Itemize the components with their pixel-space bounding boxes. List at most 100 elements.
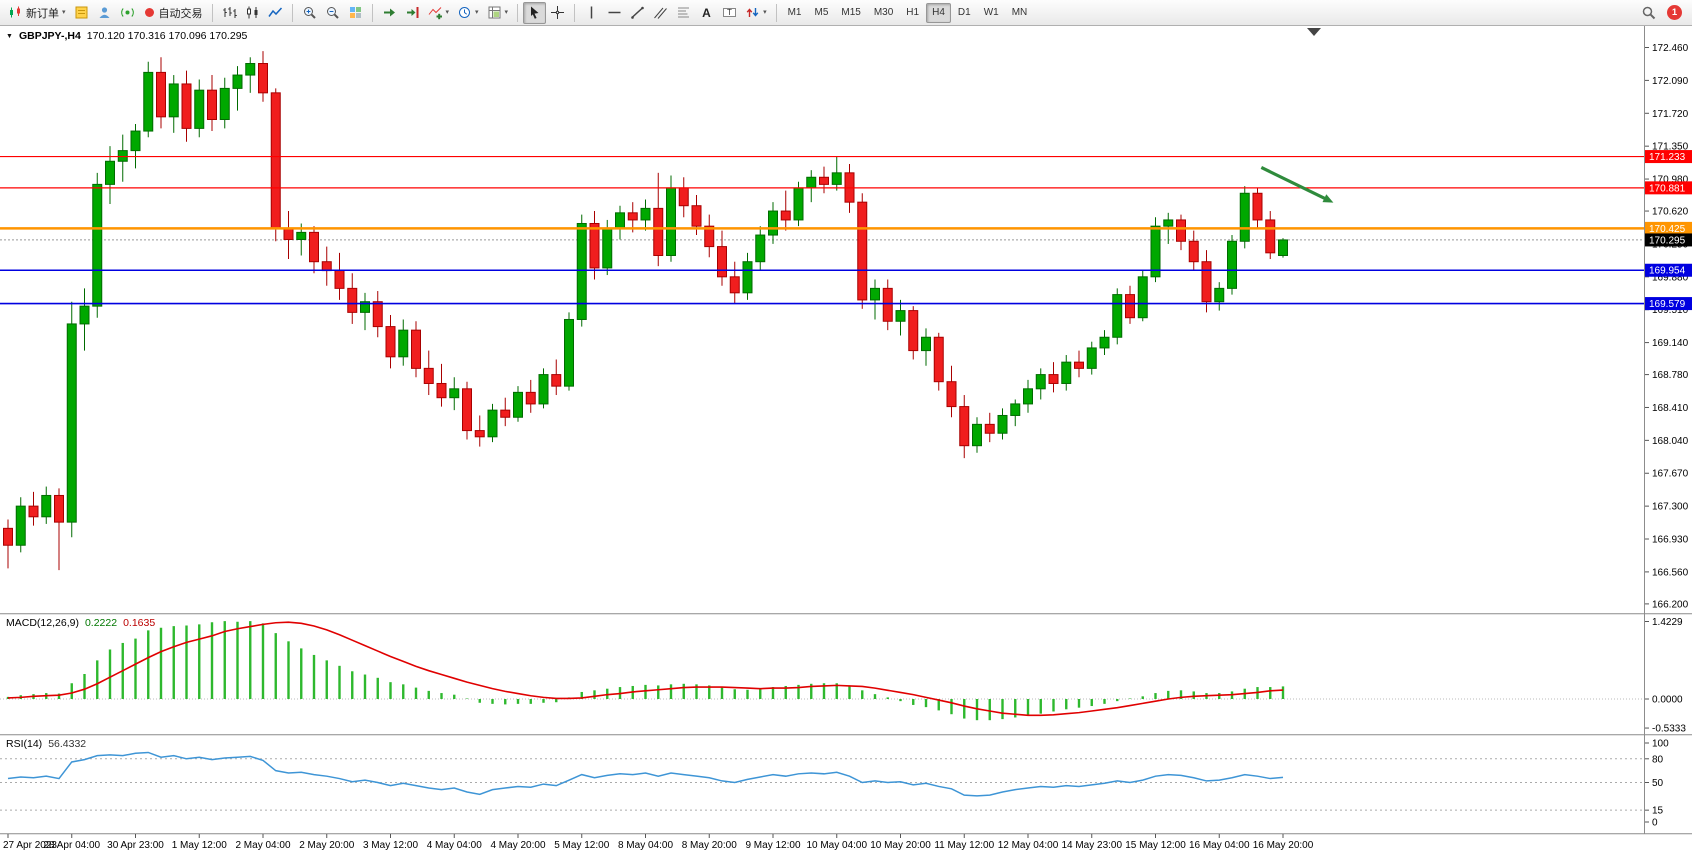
trend-arrow-object[interactable] — [1260, 166, 1330, 202]
timeframe-button-d1[interactable]: D1 — [952, 3, 977, 23]
candle — [946, 381, 957, 408]
timeframe-button-m1[interactable]: M1 — [782, 3, 808, 23]
price-axis-label: 171.720 — [1652, 109, 1689, 120]
chart-shift-marker-icon[interactable] — [1307, 28, 1321, 36]
auto-scroll-button[interactable] — [378, 2, 401, 24]
editor-button[interactable] — [70, 2, 93, 24]
candlestick-chart-button[interactable] — [241, 2, 264, 24]
timeframe-button-m15[interactable]: M15 — [835, 3, 866, 23]
candle — [984, 423, 995, 434]
macd-indicator-label: MACD(12,26,9) 0.2222 0.1635 — [6, 617, 155, 629]
rsi-line — [7, 751, 1284, 797]
timeframe-button-h4[interactable]: H4 — [926, 2, 951, 23]
autotrading-label: 自动交易 — [158, 7, 203, 20]
zoom-out-icon — [326, 7, 339, 19]
profile-icon — [99, 7, 110, 18]
price-axis-label: 169.510 — [1652, 305, 1689, 316]
symbol-period-label: GBPJPY-,H4 — [18, 30, 81, 42]
toolbar-separator — [211, 3, 213, 22]
macd-axis-label: 1.4229 — [1652, 617, 1683, 628]
svg-text:T: T — [727, 8, 732, 17]
dropdown-caret-icon: ▾ — [504, 9, 509, 16]
timeframe-button-h1[interactable]: H1 — [900, 3, 925, 23]
candle — [219, 87, 230, 121]
candle — [831, 172, 842, 185]
vertical-line-icon — [590, 6, 593, 19]
zoom-in-icon — [303, 7, 316, 19]
notification-count: 1 — [1671, 7, 1678, 18]
text-icon: A — [702, 6, 711, 20]
timeframe-button-w1[interactable]: W1 — [978, 3, 1005, 23]
price-axis-label: 166.930 — [1652, 535, 1689, 546]
price-axis-label: 171.350 — [1652, 142, 1689, 153]
candle — [602, 228, 613, 269]
autotrading-button[interactable]: 自动交易 — [139, 2, 207, 24]
time-axis-label: 5 May 12:00 — [554, 840, 609, 851]
cursor-tool-button[interactable] — [523, 1, 547, 24]
bar-chart-button[interactable] — [218, 2, 241, 24]
text-tool-button[interactable]: A — [695, 2, 718, 24]
timeframe-button-m30[interactable]: M30 — [868, 3, 899, 23]
candle — [1099, 336, 1110, 349]
price-label-text: 171.233 — [1649, 152, 1686, 163]
profile-button[interactable] — [93, 2, 116, 24]
tile-windows-button[interactable] — [344, 2, 367, 24]
svg-text:A: A — [702, 6, 711, 20]
line-chart-button[interactable] — [264, 2, 287, 24]
timeframe-button-mn[interactable]: MN — [1006, 3, 1034, 23]
timeframe-button-m5[interactable]: M5 — [808, 3, 834, 23]
zoom-in-button[interactable] — [298, 2, 321, 24]
candle — [1086, 347, 1097, 369]
time-axis-label: 10 May 04:00 — [806, 840, 867, 851]
candle — [449, 388, 460, 399]
price-label-box — [1645, 233, 1692, 247]
rsi-axis-label: 50 — [1652, 778, 1664, 789]
templates-icon — [488, 6, 501, 19]
time-axis-label: 16 May 20:00 — [1253, 840, 1314, 851]
candle — [1112, 294, 1123, 338]
candle — [436, 382, 447, 399]
trendline-tool-button[interactable] — [626, 2, 649, 24]
candlestick-chart-icon — [246, 6, 258, 19]
auto-scroll-icon — [383, 8, 395, 17]
time-axis-label: 3 May 12:00 — [363, 840, 418, 851]
candle — [28, 505, 39, 518]
crosshair-tool-button[interactable] — [546, 2, 569, 24]
candle — [640, 207, 651, 221]
candle — [156, 71, 166, 118]
channel-tool-button[interactable] — [649, 2, 672, 24]
candle — [819, 176, 829, 185]
fibonacci-tool-button[interactable] — [672, 2, 695, 24]
candle — [780, 210, 791, 221]
arrows-tool-button[interactable]: ▾ — [741, 2, 771, 24]
price-label-box — [1645, 297, 1692, 311]
signals-button[interactable] — [116, 2, 139, 24]
notification-badge[interactable]: 1 — [1667, 5, 1682, 20]
candle — [691, 205, 702, 227]
candle — [321, 261, 332, 272]
time-axis-label: 8 May 20:00 — [682, 840, 737, 851]
chart-canvas[interactable]: 172.460 172.090 171.720 171.350 170.980 170.6… — [0, 26, 1692, 857]
time-axis-label: 15 May 12:00 — [1125, 840, 1186, 851]
time-axis-label: 9 May 12:00 — [745, 840, 800, 851]
indicators-button[interactable]: ▾ — [424, 2, 454, 24]
one-click-trading-toggle-icon[interactable]: ▼ — [6, 32, 13, 40]
label-tool-button[interactable]: T — [718, 2, 741, 24]
candle — [1252, 192, 1263, 221]
dropdown-caret-icon: ▾ — [763, 9, 767, 16]
candle — [564, 318, 574, 387]
vertical-line-tool-button[interactable] — [580, 2, 603, 24]
price-label-box — [1645, 181, 1692, 195]
search-button[interactable] — [1637, 2, 1661, 24]
periods-button[interactable]: ▾ — [453, 2, 483, 24]
ohlc-values: 170.120 170.316 170.096 170.295 — [86, 30, 248, 42]
signals-icon — [120, 8, 134, 17]
new-order-button[interactable]: 新订单 ▾ — [4, 2, 70, 24]
templates-button[interactable]: ▾ — [483, 2, 513, 24]
candle — [921, 336, 931, 352]
toolbar-separator — [574, 3, 576, 22]
zoom-out-button[interactable] — [321, 2, 344, 24]
chart-shift-button[interactable] — [401, 2, 424, 24]
horizontal-line-tool-button[interactable] — [603, 2, 626, 24]
